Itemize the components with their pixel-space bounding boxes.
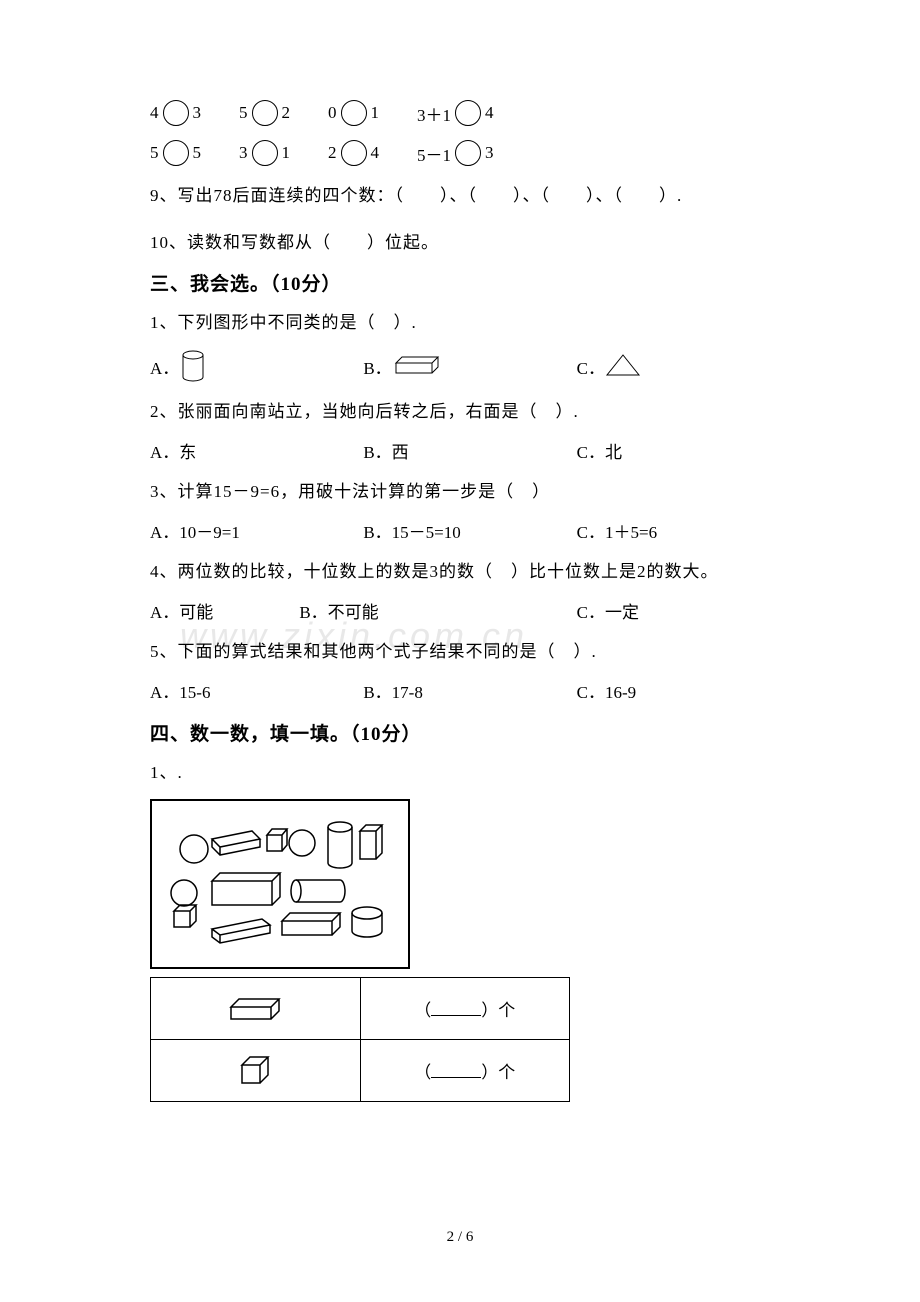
- option-a: A．可能: [150, 598, 299, 623]
- cylinder-icon: [179, 349, 207, 383]
- option-c: C．一定: [577, 598, 790, 623]
- s3-q3: 3、计算15－9=6，用破十法计算的第一步是（ ）: [150, 477, 790, 502]
- num: 0: [328, 103, 337, 123]
- blank-circle: [252, 100, 278, 126]
- shapes-illustration: [152, 801, 408, 967]
- num: 5－1: [417, 141, 451, 166]
- s3-q3-options: A．10－9=1 B．15－5=10 C．1＋5=6: [150, 518, 790, 543]
- s3-q4: 4、两位数的比较，十位数上的数是3的数（ ）比十位数上是2的数大。: [150, 557, 790, 582]
- section-4-title: 四、数一数，填一填。（10分）: [150, 719, 790, 746]
- count-cell: （ ）个: [360, 978, 570, 1040]
- blank-circle: [455, 140, 481, 166]
- s3-q4-options: A．可能 B．不可能 C．一定: [150, 598, 790, 623]
- page-content: 43 52 01 3＋14 55 31 24 5－13 9、写出78后面连续的四…: [150, 100, 790, 1102]
- table-row: （ ）个: [151, 978, 570, 1040]
- comp-item: 24: [328, 140, 379, 166]
- num: 5: [193, 143, 202, 163]
- comparison-row-2: 55 31 24 5－13: [150, 140, 790, 166]
- option-c: C．16-9: [577, 678, 790, 703]
- count-cell: （ ）个: [360, 1040, 570, 1102]
- comp-item: 5－1 3: [417, 140, 494, 166]
- num: 1: [371, 103, 380, 123]
- option-b: B．: [363, 349, 576, 383]
- opt-label: C．: [577, 354, 605, 379]
- cube-icon: [236, 1053, 274, 1089]
- s3-q5-options: A．15-6 B．17-8 C．16-9: [150, 678, 790, 703]
- opt-label: B．: [363, 354, 391, 379]
- shape-cell: [151, 1040, 361, 1102]
- option-a: A．: [150, 349, 363, 383]
- comparison-row-1: 43 52 01 3＋14: [150, 100, 790, 126]
- option-a: A．10－9=1: [150, 518, 363, 543]
- blank-line: [431, 1064, 481, 1078]
- num: 4: [371, 143, 380, 163]
- option-b: B．不可能: [299, 598, 576, 623]
- shapes-box: [150, 799, 410, 969]
- comp-item: 55: [150, 140, 201, 166]
- s3-q5: 5、下面的算式结果和其他两个式子结果不同的是（ ）.: [150, 637, 790, 662]
- num: 2: [282, 103, 291, 123]
- option-b: B．西: [363, 438, 576, 463]
- paren: ）个: [481, 1063, 515, 1082]
- comp-item: 3＋1 4: [417, 100, 494, 126]
- section-3-title: 三、我会选。（10分）: [150, 269, 790, 296]
- paren: ）个: [481, 1001, 515, 1020]
- paren: （: [414, 1063, 431, 1082]
- opt-label: A．: [150, 354, 179, 379]
- cuboid-icon: [392, 355, 442, 377]
- option-a: A．15-6: [150, 678, 363, 703]
- blank-circle: [341, 100, 367, 126]
- num: 3: [485, 143, 494, 163]
- blank-circle: [163, 100, 189, 126]
- blank-circle: [252, 140, 278, 166]
- count-table: （ ）个 （ ）个: [150, 977, 570, 1102]
- blank-circle: [163, 140, 189, 166]
- s3-q2: 2、张丽面向南站立，当她向后转之后，右面是（ ）.: [150, 397, 790, 422]
- comp-item: 43: [150, 100, 201, 126]
- option-a: A．东: [150, 438, 363, 463]
- question-10: 10、读数和写数都从（ ）位起。: [150, 228, 790, 253]
- blank-circle: [341, 140, 367, 166]
- paren: （: [414, 1001, 431, 1020]
- num: 3: [239, 143, 248, 163]
- blank-circle: [455, 100, 481, 126]
- blank-line: [431, 1002, 481, 1016]
- num: 2: [328, 143, 337, 163]
- question-9: 9、写出78后面连续的四个数：（ ）、（ ）、（ ）、（ ）.: [150, 180, 790, 212]
- triangle-icon: [605, 353, 641, 379]
- option-c: C．北: [577, 438, 790, 463]
- table-row: （ ）个: [151, 1040, 570, 1102]
- cuboid-icon: [225, 995, 285, 1023]
- option-c: C．: [577, 349, 790, 383]
- s4-q1: 1、.: [150, 758, 790, 783]
- s3-q2-options: A．东 B．西 C．北: [150, 438, 790, 463]
- option-c: C．1＋5=6: [577, 518, 790, 543]
- option-b: B．15－5=10: [363, 518, 576, 543]
- comp-item: 52: [239, 100, 290, 126]
- s3-q1-options: A． B． C．: [150, 349, 790, 383]
- num: 5: [239, 103, 248, 123]
- s3-q1: 1、下列图形中不同类的是（ ）.: [150, 308, 790, 333]
- num: 4: [150, 103, 159, 123]
- num: 3＋1: [417, 101, 451, 126]
- comp-item: 01: [328, 100, 379, 126]
- shape-cell: [151, 978, 361, 1040]
- num: 1: [282, 143, 291, 163]
- comp-item: 31: [239, 140, 290, 166]
- page-number: 2 / 6: [0, 1229, 920, 1246]
- num: 4: [485, 103, 494, 123]
- option-b: B．17-8: [363, 678, 576, 703]
- num: 5: [150, 143, 159, 163]
- num: 3: [193, 103, 202, 123]
